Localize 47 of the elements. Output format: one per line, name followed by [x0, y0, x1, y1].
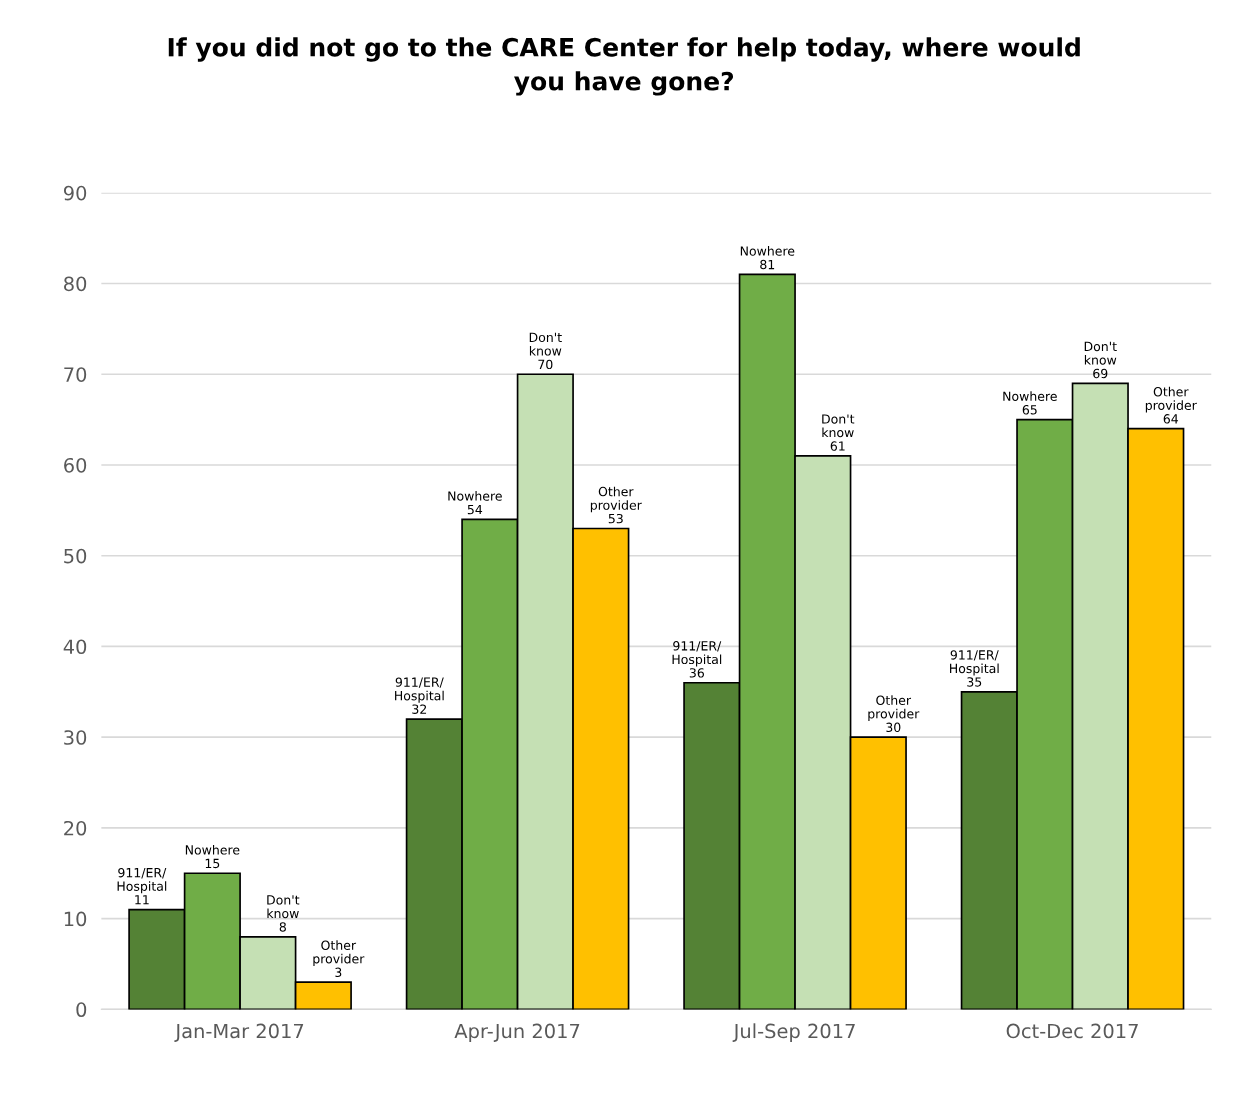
data-label: 15	[205, 858, 220, 869]
data-label: 8	[279, 922, 286, 932]
text: 911/ER/Hospital	[395, 677, 444, 703]
series-label: Other provider	[590, 486, 642, 513]
text: Nowhere	[1003, 391, 1057, 401]
data-label: 3	[335, 967, 342, 978]
y-tick-label: 10	[64, 911, 87, 927]
y-tick-label: 0	[76, 1002, 87, 1018]
data-label: 54	[467, 505, 483, 515]
x-tick-label: Oct-Dec 2017	[1006, 1023, 1138, 1039]
text: Don't know	[1084, 341, 1117, 365]
text: 911/ER/Hospital	[950, 650, 999, 676]
text: Other provider	[313, 940, 365, 966]
chart-title: If you did not go to the CARE Center for help today, where would you have gone?	[168, 37, 1080, 96]
y-tick-label: 60	[64, 457, 87, 473]
y-tick-label: 20	[64, 820, 87, 836]
data-label: 30	[886, 722, 901, 733]
data-label: 61	[830, 441, 845, 451]
y-tick-label: 80	[64, 276, 87, 292]
y-tick-label: 50	[64, 548, 87, 564]
data-label: 11	[135, 895, 149, 905]
x-tick-label: Jul-Sep 2017	[732, 1023, 855, 1043]
series-label: Nowhere	[740, 246, 795, 256]
y-tick-label: 90	[63, 185, 87, 201]
series-label: Don't know	[267, 895, 300, 919]
data-label: 53	[608, 513, 623, 524]
data-label: 35	[967, 677, 982, 687]
x-tick-label: Jan-Mar 2017	[174, 1023, 304, 1042]
text: Nowhere	[448, 491, 502, 501]
y-tick-label: 40	[63, 639, 87, 655]
data-label: 69	[1093, 368, 1108, 379]
text: Don't know	[822, 414, 855, 438]
x-tick-label: Apr-Jun 2017	[454, 1023, 580, 1043]
text: Don't know	[529, 332, 562, 356]
series-label: 911/ER/Hospital	[117, 867, 167, 894]
data-label: 64	[1163, 414, 1179, 424]
data-label: 36	[689, 668, 704, 678]
y-tick-label: 70	[64, 367, 87, 382]
text: 911/ER/Hospital	[672, 641, 722, 667]
text: Nowhere	[185, 844, 240, 855]
data-label: 81	[760, 259, 775, 270]
y-tick-label: 30	[64, 730, 87, 745]
data-label: 70	[538, 359, 553, 370]
data-label: 32	[412, 704, 427, 714]
data-label: 65	[1022, 405, 1037, 415]
text: Other provider	[868, 695, 920, 721]
text: Other provider	[1145, 386, 1197, 413]
